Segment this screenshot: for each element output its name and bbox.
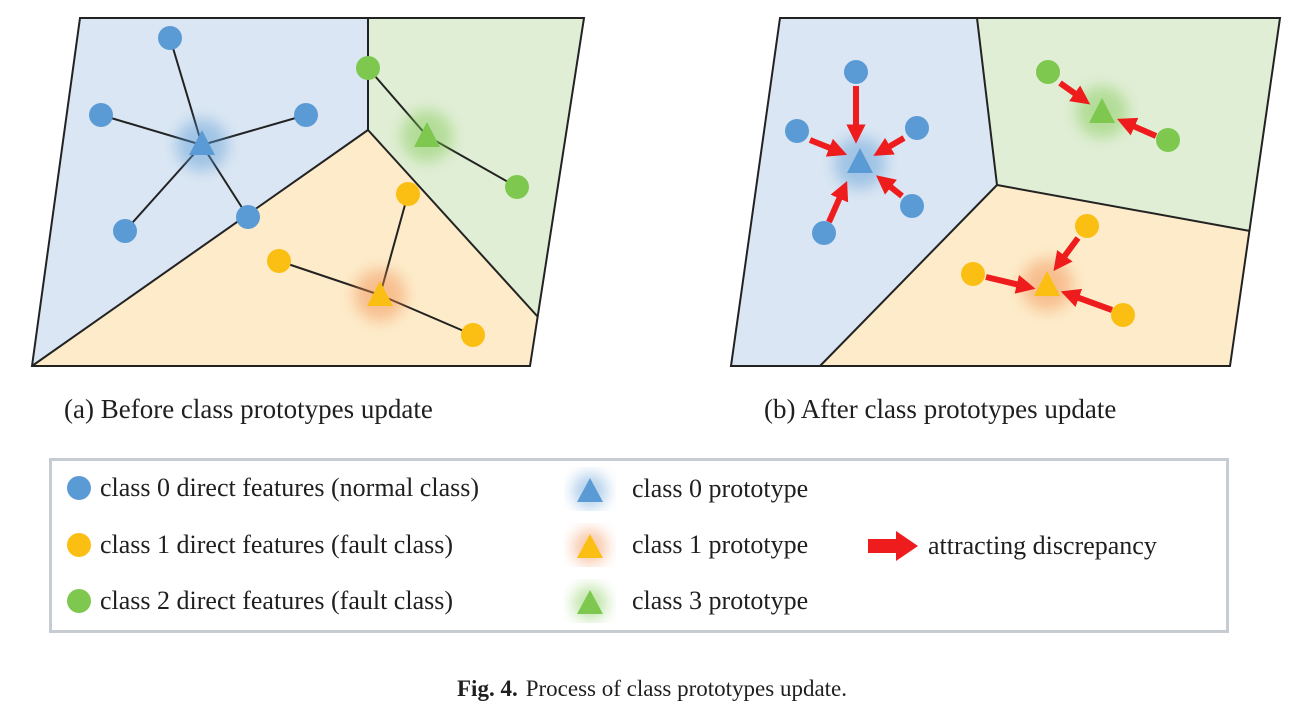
legend-label: class 0 direct features (normal class) bbox=[100, 473, 480, 502]
red-arrow-icon bbox=[826, 180, 849, 224]
class3-prototype-a bbox=[414, 122, 440, 147]
feature-point bbox=[396, 182, 420, 206]
class1-features-a bbox=[267, 182, 485, 347]
red-arrow-icon bbox=[1116, 117, 1158, 139]
red-arrow-icon bbox=[873, 135, 906, 156]
region-class2-a bbox=[368, 18, 584, 317]
panel-b-border bbox=[729, 17, 1282, 367]
class2-features-a bbox=[356, 56, 529, 199]
class1-prototype-a bbox=[367, 281, 393, 306]
boundary-line bbox=[31, 129, 369, 367]
red-arrow-icon bbox=[808, 137, 848, 157]
feature-point bbox=[113, 219, 137, 243]
triangle-icon bbox=[572, 473, 608, 509]
red-arrow-icon bbox=[1060, 288, 1114, 313]
feature-point bbox=[1156, 128, 1180, 152]
feature-point bbox=[961, 262, 985, 286]
class0-prototype-a bbox=[189, 130, 215, 155]
feature-point bbox=[1075, 214, 1099, 238]
legend-label: class 2 direct features (fault class) bbox=[100, 586, 454, 615]
circle-icon bbox=[67, 589, 91, 613]
class1-features-b bbox=[961, 214, 1135, 327]
feature-point bbox=[236, 205, 260, 229]
feature-point bbox=[905, 116, 929, 140]
red-arrow-icon bbox=[876, 175, 904, 199]
triangle-icon bbox=[572, 585, 608, 621]
feature-point bbox=[844, 60, 868, 84]
class3-prototype-b bbox=[1089, 98, 1115, 123]
legend-class0-features: class 0 direct features (normal class) bbox=[64, 473, 479, 503]
triangle-icon bbox=[572, 529, 608, 565]
figure-label: Fig. 4. bbox=[457, 676, 518, 701]
feature-point bbox=[1036, 60, 1060, 84]
feature-point bbox=[158, 26, 182, 50]
panel-a-diagram bbox=[30, 17, 586, 367]
legend-class0-prototype: class 0 prototype bbox=[564, 467, 808, 511]
legend-class2-features: class 2 direct features (fault class) bbox=[64, 586, 453, 616]
legend-class3-prototype: class 3 prototype bbox=[564, 579, 808, 623]
region-class0-b bbox=[731, 18, 997, 366]
attraction-arrows bbox=[808, 80, 1158, 313]
boundary-line bbox=[976, 17, 998, 186]
boundary-line bbox=[819, 184, 998, 367]
panel-a-caption: (a) Before class prototypes update bbox=[64, 394, 433, 424]
feature-point bbox=[356, 56, 380, 80]
red-arrow-icon bbox=[1053, 236, 1081, 272]
red-arrow-icon bbox=[1058, 80, 1091, 105]
figure-caption-text: Process of class prototypes update. bbox=[525, 676, 847, 701]
boundary-line bbox=[367, 129, 539, 318]
feature-point bbox=[89, 103, 113, 127]
legend-label: class 0 prototype bbox=[632, 474, 809, 503]
legend-label: attracting discrepancy bbox=[928, 531, 1157, 560]
class0-prototype-b bbox=[847, 148, 873, 173]
legend-class1-features: class 1 direct features (fault class) bbox=[64, 530, 453, 560]
class2-features-b bbox=[1036, 60, 1180, 152]
panel-b-diagram bbox=[729, 17, 1282, 367]
legend-label: class 1 direct features (fault class) bbox=[100, 530, 454, 559]
red-arrow-icon bbox=[868, 531, 918, 561]
red-arrow-icon bbox=[985, 274, 1036, 294]
feature-point bbox=[900, 194, 924, 218]
legend-label: class 1 prototype bbox=[632, 530, 809, 559]
feature-point bbox=[461, 323, 485, 347]
legend: class 0 direct features (normal class) c… bbox=[49, 458, 1229, 633]
class1-prototype-b bbox=[1034, 271, 1060, 296]
figure-caption: Fig. 4. Process of class prototypes updat… bbox=[0, 676, 1304, 702]
circle-icon bbox=[67, 533, 91, 557]
legend-class1-prototype: class 1 prototype bbox=[564, 523, 808, 567]
feature-point bbox=[505, 175, 529, 199]
feature-point bbox=[267, 249, 291, 273]
panel-b-caption: (b) After class prototypes update bbox=[764, 394, 1117, 424]
feature-point bbox=[1111, 303, 1135, 327]
circle-icon bbox=[67, 476, 91, 500]
class0-features-a bbox=[89, 26, 318, 243]
boundary-line bbox=[996, 184, 1251, 232]
panel-a-border bbox=[30, 17, 586, 367]
class0-features-b bbox=[785, 60, 929, 245]
legend-label: class 3 prototype bbox=[632, 586, 809, 615]
feature-point bbox=[294, 103, 318, 127]
legend-attracting: attracting discrepancy bbox=[866, 530, 1157, 562]
feature-point bbox=[785, 119, 809, 143]
region-class0-a bbox=[32, 18, 368, 366]
feature-point bbox=[812, 221, 836, 245]
